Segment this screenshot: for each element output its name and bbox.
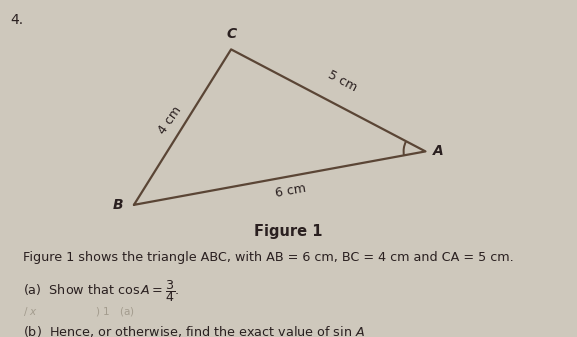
Text: B: B xyxy=(113,198,123,212)
Text: Figure 1: Figure 1 xyxy=(254,224,323,239)
Text: 5 cm: 5 cm xyxy=(326,68,359,94)
Text: A: A xyxy=(433,145,444,158)
Text: (a)  Show that $\cos A =\dfrac{3}{4}$.: (a) Show that $\cos A =\dfrac{3}{4}$. xyxy=(23,278,179,304)
Text: 4 cm: 4 cm xyxy=(156,103,185,136)
Text: Figure 1 shows the triangle ABC, with AB = 6 cm, BC = 4 cm and CA = 5 cm.: Figure 1 shows the triangle ABC, with AB… xyxy=(23,251,514,264)
Text: 6 cm: 6 cm xyxy=(274,182,307,200)
Text: (b)  Hence, or otherwise, find the exact value of sin $A$: (b) Hence, or otherwise, find the exact … xyxy=(23,324,365,337)
Text: C: C xyxy=(226,27,236,41)
Text: 4.: 4. xyxy=(10,13,24,28)
Text: / $x$                  ) 1   (a): / $x$ ) 1 (a) xyxy=(23,305,135,318)
